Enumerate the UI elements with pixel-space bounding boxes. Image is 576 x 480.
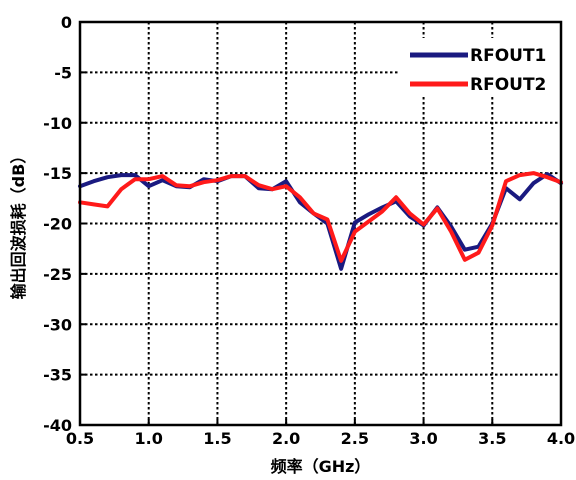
x-tick-label: 2.5	[341, 429, 369, 448]
y-tick-label: -15	[43, 164, 72, 183]
x-tick-label: 3.5	[478, 429, 506, 448]
x-tick-label: 0.5	[66, 429, 94, 448]
series-line-rfout2	[78, 171, 563, 263]
series-line-rfout1	[78, 172, 563, 271]
y-tick-label: -30	[43, 315, 72, 334]
y-tick-label: -10	[43, 114, 72, 133]
legend-label-rfout2: RFOUT2	[470, 75, 546, 95]
x-axis-title: 频率（GHz）	[271, 457, 371, 476]
y-tick-label: 0	[61, 13, 72, 32]
x-tick-label: 3.0	[409, 429, 437, 448]
x-tick-label: 1.0	[135, 429, 163, 448]
x-tick-label: 2.0	[272, 429, 300, 448]
y-tick-label: -35	[43, 366, 72, 385]
x-tick-label: 1.5	[203, 429, 231, 448]
y-tick-label: -20	[43, 215, 72, 234]
y-tick-label: -5	[54, 63, 72, 82]
axis-ticks: 0.5 1.0 1.5 2.0 2.5 3.0 3.5 4.0 0 -5 -10 -15 -20 -25 -…	[43, 13, 575, 448]
legend: RFOUT1 RFOUT2	[400, 38, 558, 96]
series-lines	[78, 171, 563, 271]
y-axis-title: 输出回波损耗（dB）	[9, 148, 28, 300]
y-tick-label: -40	[43, 416, 72, 435]
legend-label-rfout1: RFOUT1	[470, 46, 546, 66]
x-tick-label: 4.0	[547, 429, 575, 448]
y-tick-label: -25	[43, 265, 72, 284]
